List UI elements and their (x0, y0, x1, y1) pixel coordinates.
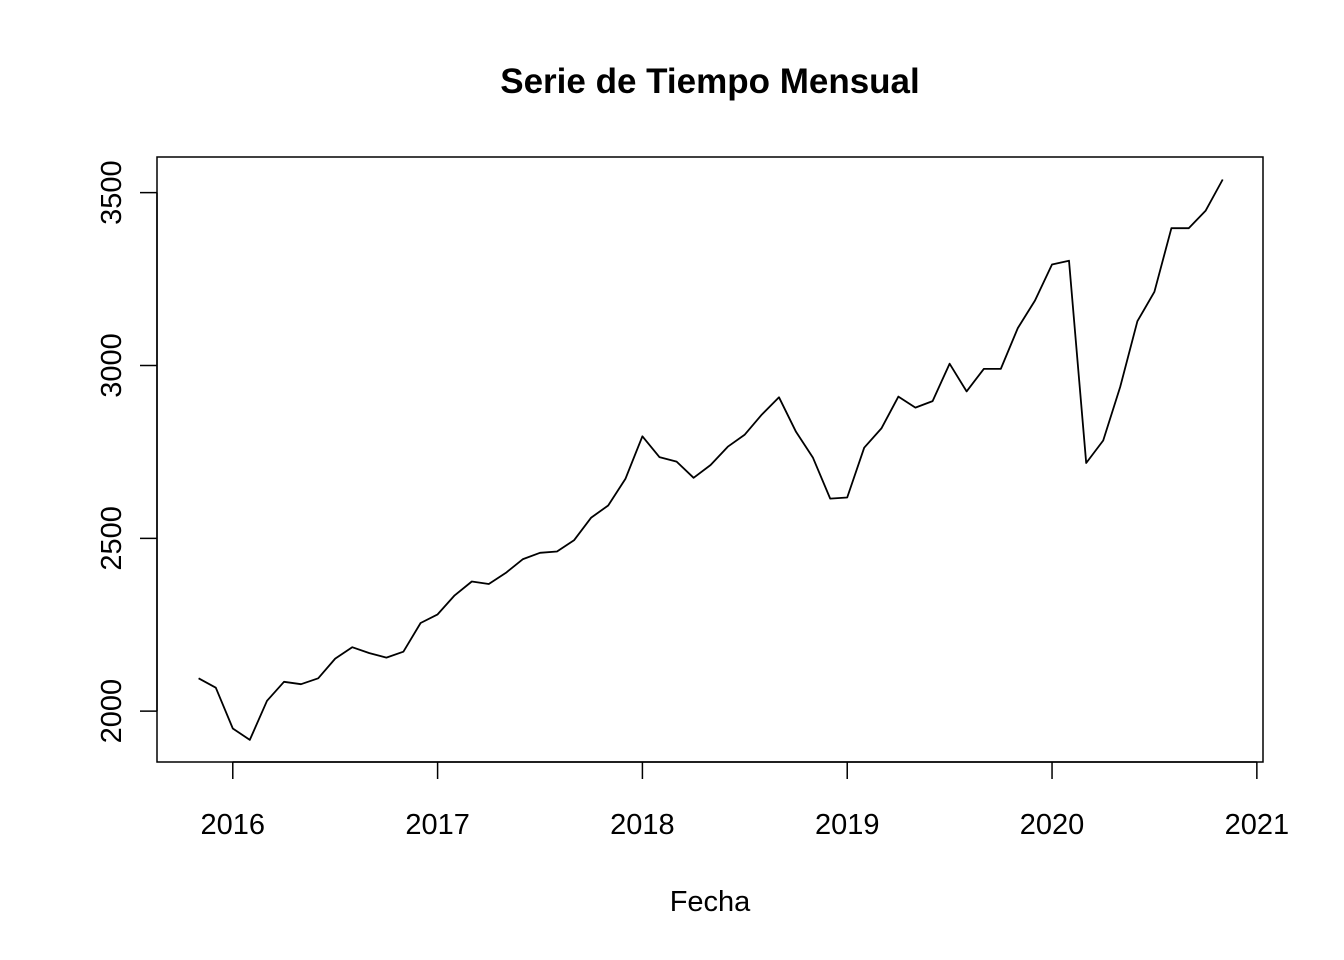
x-tick-label: 2021 (1225, 809, 1290, 841)
y-axis: 2000 2500 3000 3500 (96, 160, 158, 744)
plot-frame (156, 156, 1264, 763)
series-line-1 (198, 179, 1224, 741)
x-axis-label: Fecha (670, 886, 751, 918)
chart-title: Serie de Tiempo Mensual (500, 62, 920, 101)
x-tick-label: 2018 (610, 809, 675, 841)
y-tick-label: 3500 (96, 160, 128, 225)
x-axis: 2016 2017 2018 2019 2020 2021 (201, 761, 1290, 841)
y-tick-label: 2500 (96, 506, 128, 571)
x-tick-label: 2016 (201, 809, 266, 841)
x-tick-label: 2019 (815, 809, 880, 841)
y-tick-label: 3000 (96, 333, 128, 398)
y-tick-label: 2000 (96, 679, 128, 744)
series-layer (198, 179, 1224, 741)
x-tick-label: 2020 (1020, 809, 1085, 841)
x-tick-label: 2017 (405, 809, 470, 841)
